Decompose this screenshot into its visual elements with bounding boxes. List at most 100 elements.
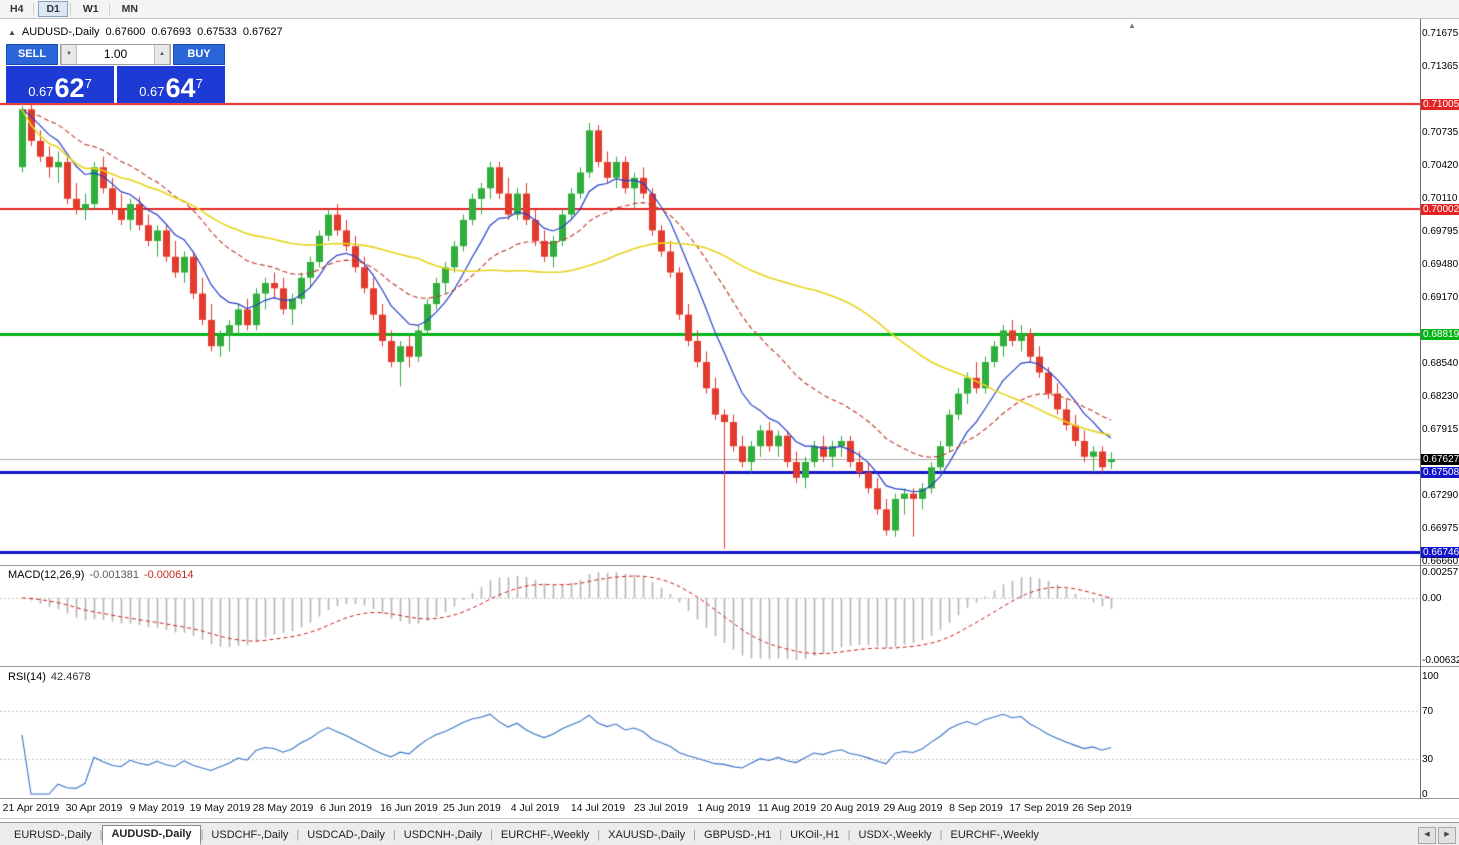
macd-main-value: -0.001381 (89, 569, 139, 581)
axis-price-tick: 0.69170 (1422, 291, 1459, 303)
date-axis-label: 8 Sep 2019 (949, 802, 1003, 814)
chart-tab-eurchf--weekly[interactable]: EURCHF-,Weekly (950, 829, 1039, 841)
tab-separator: | (296, 829, 300, 841)
buy-price-prefix: 0.67 (139, 84, 165, 99)
macd-panel[interactable] (0, 566, 1420, 666)
axis-price-marker: 0.68819 (1421, 328, 1459, 340)
timeframe-button-mn[interactable]: MN (121, 3, 138, 15)
rsi-name: RSI(14) (8, 671, 46, 683)
chart-ohlc-header: ▲ AUDUSD-,Daily 0.67600 0.67693 0.67533 … (8, 26, 283, 38)
tab-separator: | (200, 829, 204, 841)
rsi-value: 42.4678 (50, 671, 91, 683)
buy-button[interactable]: BUY (173, 44, 225, 65)
ohlc-low: 0.67533 (197, 26, 237, 38)
toolbar-separator (33, 3, 35, 15)
sell-price-prefix: 0.67 (28, 84, 54, 99)
sell-price-display[interactable]: 0.67 62 7 (6, 66, 114, 103)
tab-separator: | (99, 829, 103, 841)
axis-price-tick: 0.68230 (1422, 390, 1459, 402)
sell-price-sup: 7 (84, 76, 92, 91)
axis-price-tick: 0.00257 (1422, 567, 1459, 578)
panel-separator[interactable] (0, 798, 1459, 799)
chart-tab-usdchf--daily[interactable]: USDCHF-,Daily (211, 829, 289, 841)
date-axis-label: 28 May 2019 (252, 802, 314, 814)
date-axis-label: 25 Jun 2019 (443, 802, 501, 814)
axis-price-marker: 0.70002 (1421, 204, 1459, 216)
volume-value[interactable]: 1.00 (103, 47, 128, 61)
buy-price-sup: 7 (195, 76, 203, 91)
tab-separator: | (847, 829, 851, 841)
axis-price-tick: 0.67290 (1422, 489, 1459, 501)
date-axis-label: 26 Sep 2019 (1072, 802, 1132, 814)
one-click-trading-panel: SELL ▼ 1.00 ▲ BUY 0.67 62 7 0.67 64 7 (6, 44, 225, 103)
tabs-scroll-right-button[interactable]: ▶ (1438, 827, 1456, 844)
toolbar-separator (69, 3, 71, 15)
chart-tab-eurusd--daily[interactable]: EURUSD-,Daily (14, 829, 92, 841)
timeframe-button-d1[interactable]: D1 (38, 1, 68, 17)
chart-tab-usdx--weekly[interactable]: USDX-,Weekly (858, 829, 932, 841)
date-axis-label: 16 Jun 2019 (380, 802, 438, 814)
chart-tab-xauusd--daily[interactable]: XAUUSD-,Daily (608, 829, 686, 841)
volume-increase-icon[interactable]: ▲ (154, 45, 170, 64)
panel-separator[interactable] (0, 666, 1459, 667)
price-chart[interactable] (0, 19, 1420, 565)
axis-price-tick: 100 (1422, 671, 1439, 682)
axis-price-tick: 0.68540 (1422, 358, 1459, 370)
macd-indicator-label: MACD(12,26,9) -0.001381 -0.000614 (8, 569, 194, 581)
volume-input[interactable]: ▼ 1.00 ▲ (60, 44, 171, 65)
date-axis[interactable]: 21 Apr 2019 30 Apr 2019 9 May 2019 19 May 2… (0, 799, 1420, 817)
date-axis-label: 21 Apr 2019 (2, 802, 60, 814)
buy-price-display[interactable]: 0.67 64 7 (117, 66, 225, 103)
price-axis-border (1420, 19, 1421, 799)
date-axis-label: 17 Sep 2019 (1009, 802, 1069, 814)
chart-shift-marker-icon[interactable]: ▲ (1128, 21, 1136, 30)
volume-decrease-icon[interactable]: ▼ (61, 45, 77, 64)
axis-price-tick: 0.71675 (1422, 28, 1459, 39)
axis-price-marker: 0.71005 (1421, 98, 1459, 110)
axis-price-tick: 0.66660 (1422, 556, 1459, 567)
macd-signal-value: -0.000614 (143, 569, 194, 581)
date-axis-label: 20 Aug 2019 (820, 802, 880, 814)
axis-price-tick: 0.67915 (1422, 423, 1459, 435)
axis-price-tick: 0.66975 (1422, 522, 1459, 534)
axis-price-tick: 0 (1422, 789, 1428, 800)
panel-separator[interactable] (0, 565, 1459, 566)
ohlc-high: 0.67693 (151, 26, 192, 38)
tabs-scroll-left-button[interactable]: ◀ (1418, 827, 1436, 844)
rsi-panel[interactable] (0, 667, 1420, 798)
tab-separator: | (779, 829, 783, 841)
date-axis-label: 30 Apr 2019 (65, 802, 123, 814)
date-axis-label: 19 May 2019 (189, 802, 251, 814)
chart-tab-eurchf--weekly[interactable]: EURCHF-,Weekly (500, 829, 590, 841)
rsi-indicator-label: RSI(14) 42.4678 (8, 671, 91, 683)
chart-tab-ukoil--h1[interactable]: UKOil-,H1 (790, 829, 840, 841)
axis-price-tick: -0.00632 (1422, 655, 1459, 666)
date-axis-label: 11 Aug 2019 (757, 802, 817, 814)
axis-price-tick: 70 (1422, 706, 1434, 718)
axis-price-tick: 0.70110 (1422, 192, 1458, 204)
date-axis-label: 4 Jul 2019 (510, 802, 560, 814)
status-separator (0, 818, 1459, 819)
timeframe-toolbar: H4 D1 W1 MN (0, 0, 1459, 19)
ohlc-open: 0.67600 (105, 26, 146, 38)
timeframe-button-h4[interactable]: H4 (10, 3, 24, 15)
chart-symbol-label: AUDUSD-,Daily (21, 26, 100, 38)
buy-price-big: 64 (165, 73, 196, 103)
date-axis-label: 6 Jun 2019 (320, 802, 372, 814)
chart-tab-bar: EURUSD-,Daily | AUDUSD-,Daily | USDCHF-,Dail… (0, 822, 1459, 845)
chart-tab-usdcnh--daily[interactable]: USDCNH-,Daily (403, 829, 482, 841)
ohlc-close: 0.67627 (242, 26, 283, 38)
axis-price-tick: 30 (1422, 753, 1434, 765)
sell-price-big: 62 (54, 73, 85, 103)
tab-separator: | (939, 829, 943, 841)
chart-tab-gbpusd--h1[interactable]: GBPUSD-,H1 (704, 829, 772, 841)
axis-price-marker: 0.66746 (1421, 546, 1459, 558)
chart-tab-audusd--daily[interactable]: AUDUSD-,Daily (102, 825, 201, 845)
chart-tab-usdcad--daily[interactable]: USDCAD-,Daily (307, 829, 385, 841)
axis-price-tick: 0.69795 (1422, 225, 1459, 237)
date-axis-label: 1 Aug 2019 (697, 802, 751, 814)
price-axis[interactable]: 0.71675 0.71365 0.71005 0.70735 0.70420 0.701… (1421, 19, 1459, 817)
sell-button[interactable]: SELL (6, 44, 58, 65)
timeframe-button-w1[interactable]: W1 (82, 3, 99, 15)
axis-price-marker: 0.67508 (1421, 466, 1459, 478)
